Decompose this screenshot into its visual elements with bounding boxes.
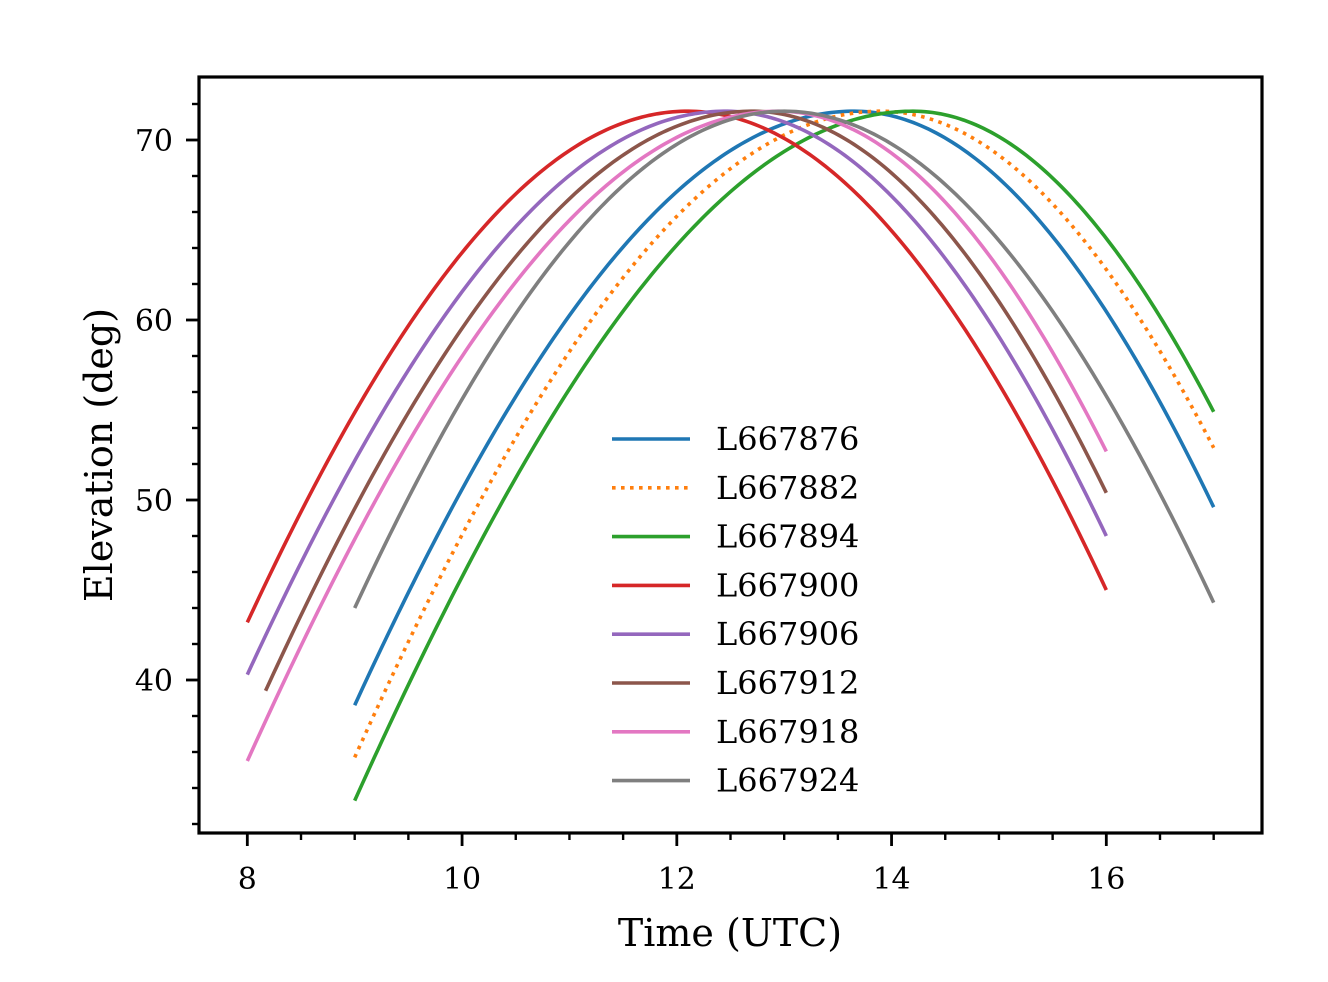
y-tick-label: 60 bbox=[135, 304, 173, 339]
x-axis-label: Time (UTC) bbox=[618, 911, 842, 955]
axis-ticks: 8 10 12 14 16 40 50 60 70 bbox=[135, 102, 1215, 897]
y-axis-label: Elevation (deg) bbox=[77, 308, 121, 602]
series-line-L667924 bbox=[353, 109, 1216, 609]
legend-label-L667924: L667924 bbox=[716, 762, 859, 800]
series-line-L667912 bbox=[263, 109, 1108, 692]
series-line-L667900 bbox=[245, 109, 1108, 624]
x-tick-label: 16 bbox=[1087, 862, 1125, 897]
series-line-L667894 bbox=[353, 109, 1216, 802]
x-tick-label: 12 bbox=[658, 862, 696, 897]
legend: L667876 L667882 L667894 L667900 L667906 L6679… bbox=[612, 420, 859, 800]
x-tick-label: 8 bbox=[238, 862, 257, 897]
series-lines bbox=[245, 109, 1216, 802]
legend-label-L667918: L667918 bbox=[716, 713, 859, 751]
plot-frame bbox=[197, 75, 1264, 835]
y-tick-label: 50 bbox=[135, 484, 173, 519]
x-tick-label: 10 bbox=[443, 862, 481, 897]
legend-label-L667894: L667894 bbox=[716, 518, 859, 556]
legend-label-L667882: L667882 bbox=[716, 469, 859, 507]
legend-label-L667906: L667906 bbox=[716, 615, 859, 653]
legend-label-L667900: L667900 bbox=[716, 566, 859, 604]
series-line-L667882 bbox=[353, 109, 1216, 759]
legend-label-L667912: L667912 bbox=[716, 664, 859, 702]
series-line-L667906 bbox=[245, 109, 1108, 676]
y-tick-label: 40 bbox=[135, 664, 173, 699]
y-tick-label: 70 bbox=[135, 124, 173, 159]
legend-label-L667876: L667876 bbox=[716, 420, 859, 458]
x-tick-label: 14 bbox=[872, 862, 910, 897]
series-line-L667918 bbox=[245, 109, 1108, 762]
